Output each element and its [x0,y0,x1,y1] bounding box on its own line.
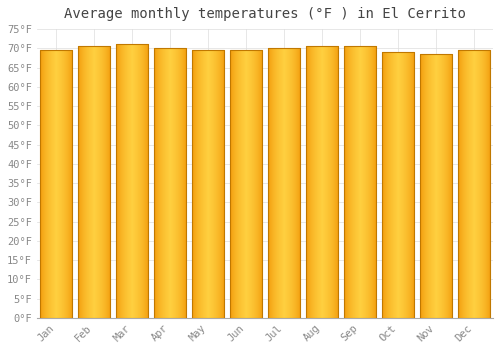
Bar [420,54,452,318]
Bar [154,48,186,318]
Bar [40,50,72,318]
Bar [268,48,300,318]
Bar [382,52,414,318]
Bar [458,50,490,318]
Bar [116,44,148,318]
Bar [78,47,110,318]
Bar [192,50,224,318]
Title: Average monthly temperatures (°F ) in El Cerrito: Average monthly temperatures (°F ) in El… [64,7,466,21]
Bar [306,47,338,318]
Bar [230,50,262,318]
Bar [344,47,376,318]
